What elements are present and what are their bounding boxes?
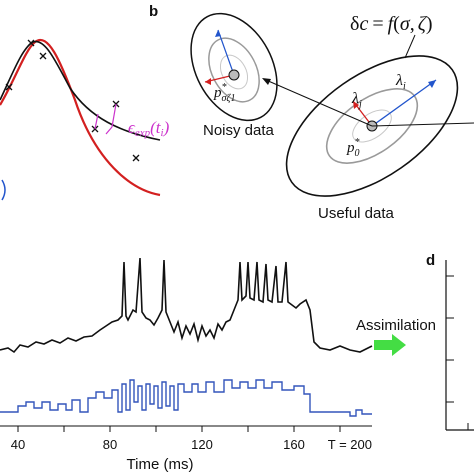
marker	[132, 154, 140, 162]
data-markers	[5, 39, 140, 162]
panel-a: ϵexp(ti)	[0, 39, 170, 201]
tick-label-200: T = 200	[328, 437, 372, 452]
panel-label-b: b	[149, 3, 158, 20]
panel-d: d	[426, 252, 474, 431]
red-curve	[0, 39, 161, 197]
black-curve	[0, 40, 161, 141]
epsilon-label: ϵexp(ti)	[128, 118, 170, 139]
panel-label-d: d	[426, 252, 435, 269]
marker	[27, 39, 35, 47]
lambda-i-label: λi	[395, 72, 406, 92]
x-axis-label: Time (ms)	[127, 456, 194, 473]
panel-b: b p* σζ1 Noisy data	[149, 3, 474, 222]
current-trace	[0, 379, 372, 417]
equation: δc = f(σ, ζ)	[350, 13, 433, 35]
lambda-i-arrow	[371, 79, 437, 127]
noisy-blue-arrow	[217, 29, 235, 76]
useful-caption: Useful data	[318, 205, 395, 222]
tick-label-40: 40	[11, 437, 25, 452]
useful-point-label: p* 0	[346, 137, 360, 159]
d-y-ticks	[446, 275, 469, 430]
tick-label-80: 80	[103, 437, 117, 452]
panel-c: 40 80 120 160 T = 200 Time (ms) Assimila…	[0, 257, 436, 473]
useful-ellipse: λi λj p* 0	[285, 55, 459, 197]
mapping-arrow	[265, 79, 373, 127]
noisy-point	[228, 69, 240, 81]
equation-pointer	[404, 34, 416, 59]
partial-bracket	[1, 179, 6, 201]
noisy-caption: Noisy data	[203, 122, 275, 139]
tick-label-120: 120	[191, 437, 213, 452]
noisy-point-label: p* σζ1	[213, 82, 235, 104]
assimilation-label: Assimilation	[356, 317, 436, 334]
tick-label-160: 160	[283, 437, 305, 452]
residuals	[94, 103, 117, 135]
noisy-ellipse: p* σζ1	[190, 12, 278, 122]
x-ticks	[17, 426, 341, 432]
marker	[5, 83, 13, 91]
marker	[39, 52, 47, 60]
lambda-j-label: λj	[351, 90, 362, 110]
assimilation-arrow	[374, 334, 406, 356]
voltage-trace	[0, 257, 373, 354]
exit-line	[371, 122, 474, 127]
